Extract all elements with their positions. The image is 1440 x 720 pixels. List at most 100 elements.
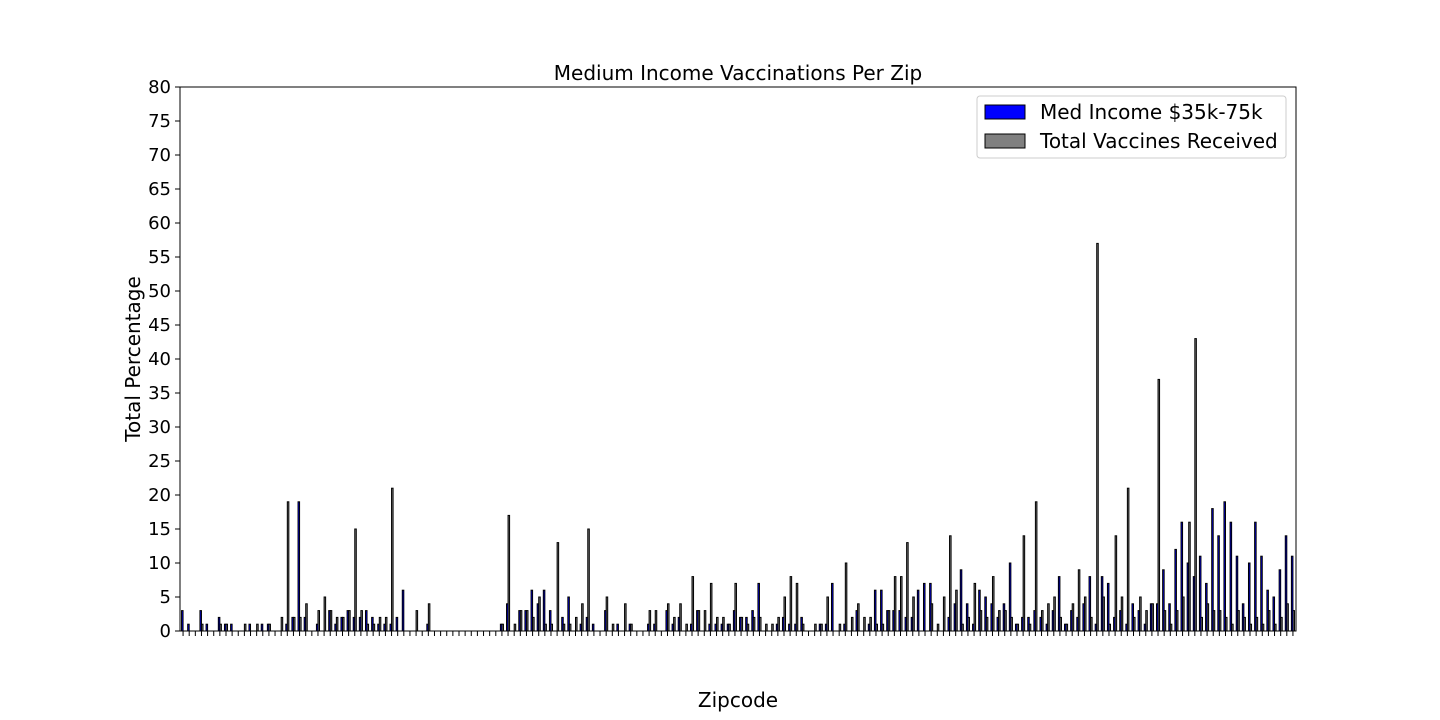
bar-total-vaccines (1022, 535, 1026, 632)
bar-total-vaccines (501, 623, 504, 632)
bar-total-vaccines (360, 610, 363, 632)
bar-total-vaccines (630, 623, 633, 632)
bar-med-income (187, 623, 190, 632)
bar-total-vaccines (329, 610, 333, 632)
bar-total-vaccines (1274, 623, 1277, 632)
bar-total-vaccines (550, 623, 554, 632)
bar-total-vaccines (1224, 616, 1228, 632)
bar-med-income (395, 616, 399, 632)
bar-total-vaccines (354, 528, 357, 632)
bar-total-vaccines (1200, 616, 1203, 632)
bar-total-vaccines (820, 623, 823, 632)
bar-total-vaccines (991, 576, 995, 632)
bars-group (181, 242, 1295, 632)
bar-total-vaccines (1114, 535, 1118, 632)
bar-total-vaccines (1083, 596, 1087, 632)
bar-total-vaccines (875, 623, 879, 632)
bar-total-vaccines (930, 603, 934, 632)
bar-total-vaccines (1243, 616, 1246, 632)
bar-med-income (297, 501, 301, 632)
bar-total-vaccines (648, 610, 652, 632)
bar-total-vaccines (1188, 521, 1191, 632)
bar-med-income (230, 623, 233, 632)
y-tick-label: 0 (160, 621, 171, 642)
bar-total-vaccines (525, 610, 529, 632)
bar-total-vaccines (838, 623, 842, 632)
bar-total-vaccines (1169, 623, 1173, 632)
bar-total-vaccines (783, 596, 787, 632)
bar-total-vaccines (863, 616, 866, 632)
bar-total-vaccines (1053, 596, 1056, 632)
bar-total-vaccines (323, 596, 327, 632)
bar-total-vaccines (544, 623, 547, 632)
bar-total-vaccines (1034, 501, 1038, 632)
y-tick-label: 25 (148, 451, 171, 472)
bar-total-vaccines (728, 623, 731, 632)
bar-total-vaccines (1237, 610, 1240, 632)
bar-total-vaccines (967, 616, 970, 632)
bar-total-vaccines (292, 616, 296, 632)
bar-total-vaccines (366, 623, 370, 632)
bar-med-income (831, 582, 834, 632)
bar-total-vaccines (949, 535, 952, 632)
bar-total-vaccines (771, 623, 774, 632)
bar-med-income (1223, 501, 1226, 632)
bar-med-income (1247, 562, 1251, 632)
bar-total-vaccines (562, 623, 566, 632)
bar-med-income (616, 623, 619, 632)
bar-total-vaccines (942, 596, 946, 632)
bar-total-vaccines (795, 582, 799, 632)
y-tick-label: 60 (148, 213, 171, 234)
bar-total-vaccines (1286, 603, 1289, 632)
y-tick-label: 45 (148, 315, 171, 336)
bar-med-income (591, 623, 595, 632)
plot-frame (179, 86, 1297, 632)
bar-total-vaccines (1120, 596, 1124, 632)
bar-total-vaccines (581, 603, 584, 632)
bar-total-vaccines (1249, 623, 1253, 632)
bar-total-vaccines (378, 616, 382, 632)
bar-total-vaccines (243, 623, 247, 632)
bar-total-vaccines (673, 616, 676, 632)
bar-total-vaccines (716, 616, 719, 632)
bar-total-vaccines (740, 616, 744, 632)
bar-total-vaccines (280, 616, 284, 632)
legend-label-med-income: Med Income $35k-75k (1040, 100, 1263, 124)
bar-total-vaccines (1261, 623, 1265, 632)
bar-total-vaccines (685, 623, 688, 632)
bar-total-vaccines (507, 514, 511, 632)
bar-med-income (922, 582, 926, 632)
bar-total-vaccines (1194, 338, 1197, 632)
bar-total-vaccines (777, 616, 780, 632)
chart-title: Medium Income Vaccinations Per Zip (554, 61, 922, 85)
bar-total-vaccines (1280, 616, 1283, 632)
bar-total-vaccines (734, 582, 737, 632)
bar-total-vaccines (679, 603, 682, 632)
bar-total-vaccines (1163, 610, 1167, 632)
bar-total-vaccines (801, 623, 805, 632)
y-tick-label: 20 (148, 485, 171, 506)
bar-total-vaccines (1126, 487, 1130, 632)
bar-total-vaccines (893, 576, 897, 632)
bar-total-vaccines (691, 576, 695, 632)
bar-total-vaccines (299, 616, 302, 632)
bar-total-vaccines (1292, 610, 1295, 632)
bar-total-vaccines (1206, 603, 1210, 632)
bar-total-vaccines (1218, 610, 1222, 632)
y-tick-label: 10 (148, 553, 171, 574)
bar-total-vaccines (427, 603, 431, 632)
bar-total-vaccines (869, 616, 872, 632)
bar-total-vaccines (556, 542, 560, 632)
bar-total-vaccines (1175, 610, 1179, 632)
bar-total-vaccines (305, 603, 308, 632)
bar-total-vaccines (575, 616, 578, 632)
y-tick-label: 5 (160, 587, 171, 608)
bar-med-income (181, 610, 184, 632)
y-tick-label: 75 (148, 111, 171, 132)
bar-total-vaccines (765, 623, 768, 632)
bar-total-vaccines (391, 487, 394, 632)
bar-total-vaccines (605, 596, 609, 632)
bar-total-vaccines (881, 623, 885, 632)
y-tick-label: 80 (148, 77, 171, 98)
legend-label-total-vaccines: Total Vaccines Received (1039, 129, 1278, 153)
